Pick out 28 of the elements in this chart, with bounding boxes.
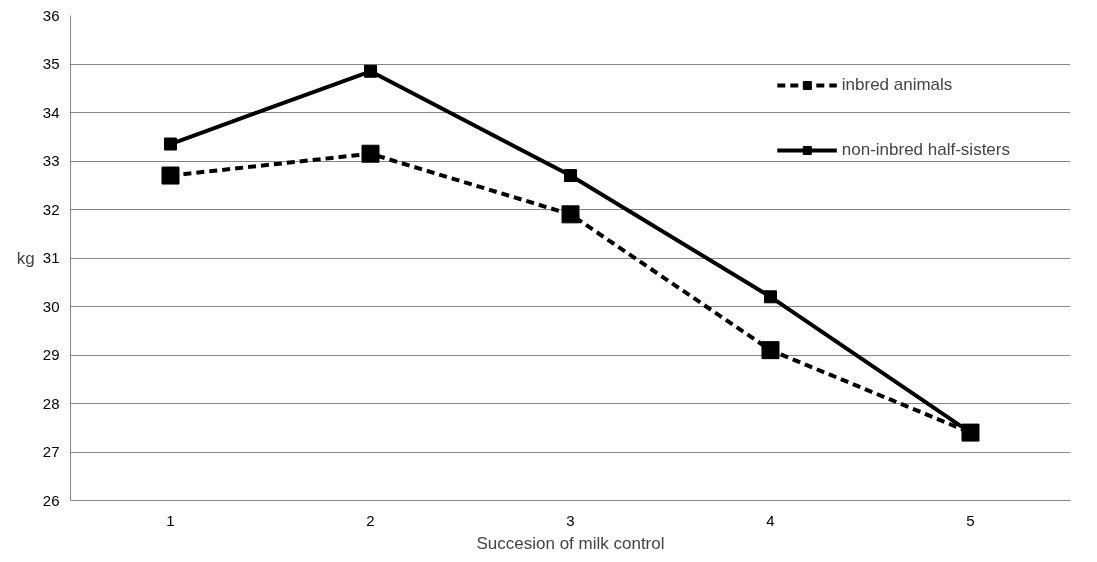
y-tick-label: 28	[42, 394, 60, 412]
y-tick-label: 32	[42, 200, 60, 218]
y-tick-label: 26	[42, 491, 60, 509]
point	[361, 144, 380, 163]
legend-label: inbred animals	[841, 75, 953, 95]
y-tick-label: 30	[42, 297, 60, 315]
x-tick-label: 1	[166, 511, 175, 529]
y-tick-label: 29	[42, 346, 60, 363]
y-tick-label: 36	[42, 6, 60, 24]
x-tick-label: 4	[766, 511, 775, 529]
y-axis-title: kg	[16, 248, 35, 268]
y-tick-label: 35	[42, 55, 60, 72]
y-tick-label: 34	[42, 103, 60, 121]
x-tick-label: 5	[966, 511, 975, 529]
x-tick-label: 2	[366, 511, 375, 529]
point	[764, 290, 777, 304]
point	[761, 341, 780, 360]
x-tick-label: 3	[566, 511, 575, 529]
legend-label: non-inbred half-sisters	[841, 140, 1010, 160]
point	[164, 137, 177, 151]
point	[564, 169, 577, 183]
point	[561, 205, 580, 224]
point	[364, 64, 377, 78]
y-tick-label: 31	[42, 249, 60, 266]
x-axis-title: Succesion of milk control	[476, 533, 665, 553]
point	[161, 166, 180, 185]
y-tick-label: 27	[42, 443, 60, 460]
y-tick-label: 33	[42, 152, 60, 169]
